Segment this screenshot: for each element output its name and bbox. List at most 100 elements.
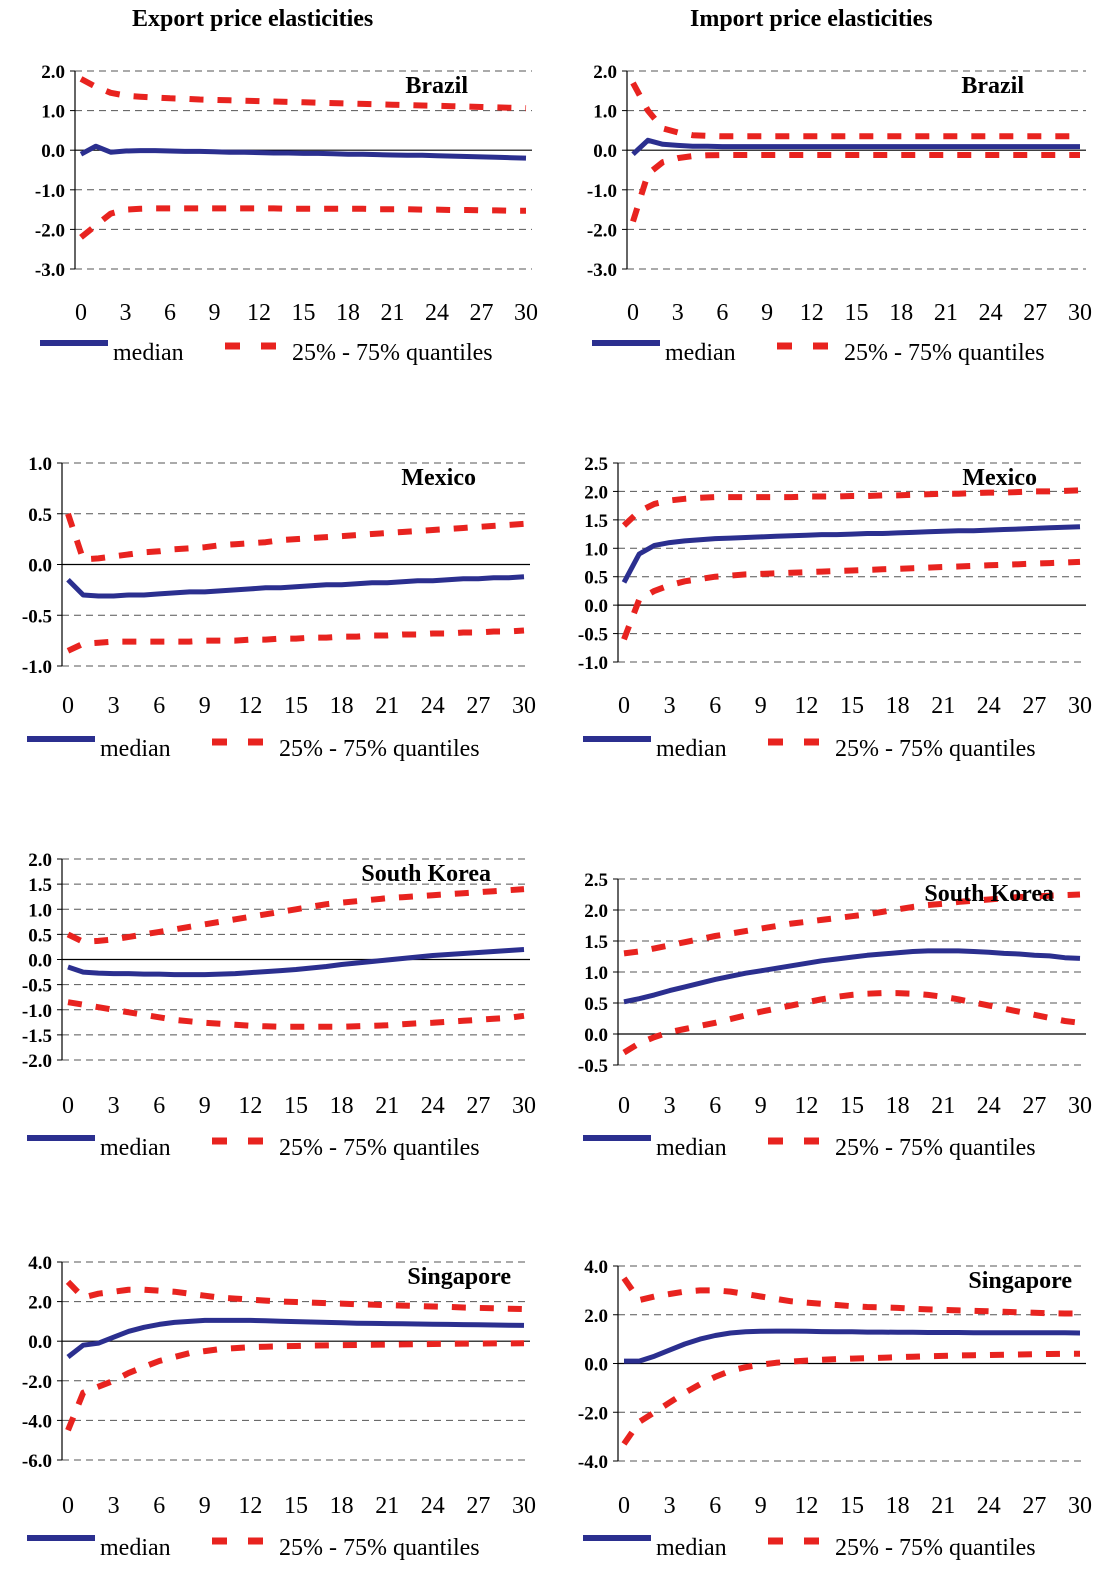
chart-8-x-tick-label: 24 (977, 1493, 1001, 1519)
chart-1-title: Brazil (405, 73, 468, 99)
chart-4-y-tick-label: -0.5 (578, 625, 608, 646)
chart-6-x-tick-label: 15 (840, 1093, 864, 1119)
chart-3-y-tick-label: -0.5 (22, 606, 52, 627)
chart-3-x-tick-label: 30 (512, 693, 536, 719)
chart-3-x-tick-label: 24 (421, 693, 445, 719)
chart-3-x-tick-label: 27 (466, 693, 490, 719)
chart-3-quantile-25-line (66, 627, 525, 654)
chart-1-x-tick-label: 6 (164, 300, 176, 326)
chart-6-quantile-25-line (622, 990, 1081, 1056)
chart-2-x-tick-label: 6 (716, 300, 728, 326)
chart-8-x-tick-label: 0 (618, 1493, 630, 1519)
chart-5-quantile-75-line (66, 886, 525, 945)
chart-1-x-tick-label: 30 (514, 300, 538, 326)
chart-5-y-tick-label: 0.0 (28, 951, 52, 972)
chart-5-title: South Korea (361, 861, 491, 887)
chart-3-y-tick-label: 0.5 (28, 505, 52, 526)
chart-5-x-tick-label: 9 (199, 1093, 211, 1119)
chart-2-x-tick-label: 21 (934, 300, 958, 326)
chart-1-y-tick-label: 0.0 (41, 141, 65, 162)
chart-8-y-tick-label: 4.0 (584, 1257, 608, 1278)
chart-4-legend-quantile-label: 25% - 75% quantiles (835, 736, 1036, 762)
chart-5-legend-quantile-label: 25% - 75% quantiles (279, 1135, 480, 1161)
chart-2-legend-median-label: median (665, 340, 736, 366)
chart-8-title: Singapore (968, 1268, 1072, 1294)
chart-7-title: Singapore (407, 1264, 511, 1290)
chart-8-x-tick-label: 15 (840, 1493, 864, 1519)
chart-2-x-tick-label: 0 (627, 300, 639, 326)
chart-8-quantile-25-line (621, 1350, 1080, 1446)
chart-6-y-tick-label: -0.5 (578, 1056, 608, 1077)
chart-2-y-tick-label: 1.0 (593, 102, 617, 123)
chart-1-y-tick-label: 1.0 (41, 102, 65, 123)
chart-8-quantile-75-line (621, 1276, 1080, 1317)
chart-7-y-tick-label: -6.0 (22, 1451, 52, 1472)
chart-5-median-line (67, 947, 525, 978)
chart-4-quantile-25-line (621, 558, 1081, 641)
chart-7-median-line (66, 1317, 525, 1359)
chart-4-x-tick-label: 6 (709, 693, 721, 719)
chart-5-x-tick-label: 18 (330, 1093, 354, 1119)
chart-4-x-tick-label: 12 (794, 693, 818, 719)
chart-4-y-tick-label: 1.0 (584, 539, 608, 560)
chart-3-x-tick-label: 9 (199, 693, 211, 719)
chart-6-y-tick-label: 0.5 (584, 994, 608, 1015)
chart-7-y-tick-label: 2.0 (28, 1293, 52, 1314)
chart-8-legend-median-label: median (656, 1535, 727, 1561)
chart-7-x-tick-label: 21 (375, 1493, 399, 1519)
chart-6-quantile-75-line (623, 891, 1081, 957)
chart-4-x-tick-label: 0 (618, 693, 630, 719)
chart-5-y-tick-label: 2.0 (28, 850, 52, 871)
chart-7-x-tick-label: 27 (466, 1493, 490, 1519)
chart-2-x-tick-label: 18 (889, 300, 913, 326)
chart-6-y-tick-label: 1.5 (584, 932, 608, 953)
chart-2-quantile-25-line (630, 152, 1080, 223)
chart-4-x-tick-label: 3 (664, 693, 676, 719)
chart-1-quantile-25-line (79, 205, 526, 240)
chart-3-x-tick-label: 15 (284, 693, 308, 719)
chart-7-x-tick-label: 24 (421, 1493, 445, 1519)
chart-6-x-tick-label: 6 (709, 1093, 721, 1119)
chart-6-y-tick-label: 2.0 (584, 901, 608, 922)
chart-4-y-tick-label: -1.0 (578, 653, 608, 674)
chart-1-legend-median-label: median (113, 340, 184, 366)
chart-3-legend-quantile-label: 25% - 75% quantiles (279, 736, 480, 762)
chart-2-median-line (631, 137, 1080, 157)
chart-8-median-line (624, 1328, 1081, 1364)
chart-7-y-tick-label: 0.0 (28, 1332, 52, 1353)
chart-6-median-line (623, 948, 1081, 1005)
chart-3-quantile-75-line (65, 512, 525, 563)
chart-7-y-tick-label: -2.0 (22, 1372, 52, 1393)
chart-2-y-tick-label: -3.0 (587, 260, 617, 281)
chart-2-x-tick-label: 24 (979, 300, 1003, 326)
chart-8-y-tick-label: 2.0 (584, 1306, 608, 1327)
chart-4-y-tick-label: 1.5 (584, 511, 608, 532)
chart-6-x-tick-label: 12 (794, 1093, 818, 1119)
chart-5-x-tick-label: 12 (238, 1093, 262, 1119)
chart-4-x-tick-label: 18 (886, 693, 910, 719)
chart-5-x-tick-label: 15 (284, 1093, 308, 1119)
chart-3-y-tick-label: 1.0 (28, 454, 52, 475)
chart-4-median-line (621, 524, 1081, 584)
chart-1-quantile-75-line (79, 76, 527, 112)
chart-1-x-tick-label: 15 (292, 300, 316, 326)
chart-5-y-tick-label: 0.5 (28, 925, 52, 946)
chart-5-y-tick-label: -0.5 (22, 976, 52, 997)
chart-7-quantile-25-line (65, 1340, 525, 1432)
chart-2-y-tick-label: -1.0 (587, 181, 617, 202)
chart-2-x-tick-label: 9 (761, 300, 773, 326)
chart-2-legend-quantile-label: 25% - 75% quantiles (844, 340, 1045, 366)
chart-8-x-tick-label: 9 (755, 1493, 767, 1519)
chart-4-x-tick-label: 21 (931, 693, 955, 719)
chart-6-legend-median-label: median (656, 1135, 727, 1161)
chart-2-title: Brazil (961, 73, 1024, 99)
chart-4-x-tick-label: 24 (977, 693, 1001, 719)
chart-5-x-tick-label: 21 (375, 1093, 399, 1119)
chart-4-y-tick-label: 0.5 (584, 568, 608, 589)
chart-7-y-tick-label: 4.0 (28, 1253, 52, 1274)
chart-3-x-tick-label: 3 (108, 693, 120, 719)
chart-8-y-tick-label: -4.0 (578, 1452, 608, 1473)
chart-3-title: Mexico (401, 465, 476, 491)
chart-2-x-tick-label: 3 (672, 300, 684, 326)
chart-7-legend-quantile-label: 25% - 75% quantiles (279, 1535, 480, 1561)
